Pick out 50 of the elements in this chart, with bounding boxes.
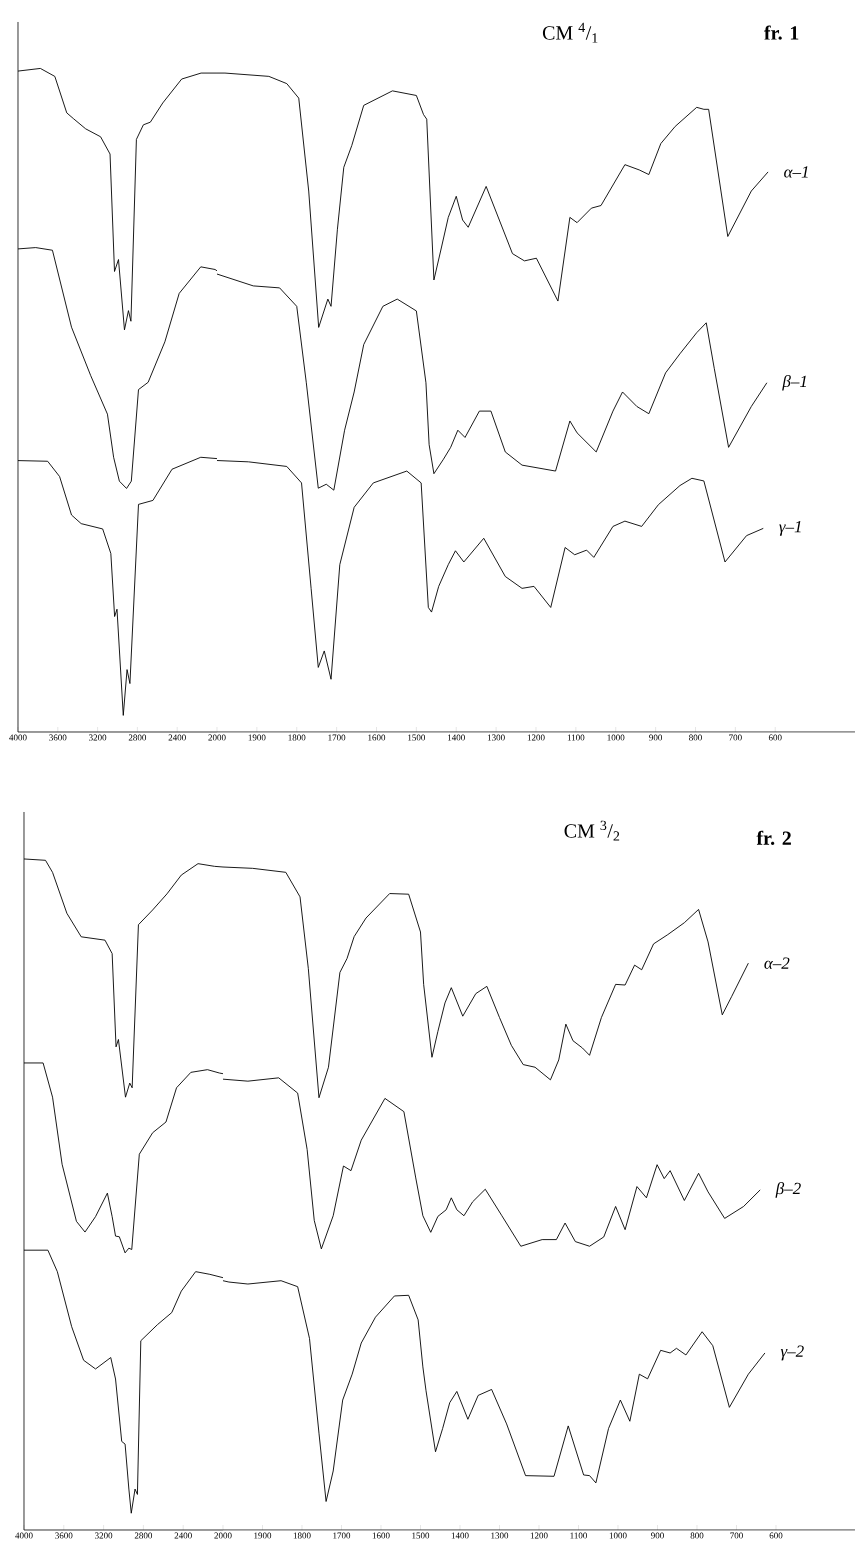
x-tick-label: 800 [690, 1532, 704, 1539]
series-label: β–1 [781, 374, 806, 391]
x-tick-label: 1900 [254, 1532, 271, 1539]
x-tick-label: 1800 [293, 1532, 311, 1539]
x-tick-label: 2000 [208, 734, 226, 741]
series-label: α–1 [783, 166, 808, 178]
x-tick-label: 900 [650, 1532, 664, 1539]
x-tick-label: 600 [769, 1532, 783, 1539]
x-tick-label: 1300 [491, 1532, 508, 1539]
x-tick-label: 1000 [609, 1532, 627, 1539]
x-tick-label: 2800 [128, 734, 146, 741]
x-tick-label: 1700 [333, 1532, 350, 1539]
x-tick-label: 1100 [567, 734, 585, 741]
x-tick-label: 2400 [174, 1532, 192, 1539]
x-tick-label: 1300 [487, 734, 505, 741]
x-tick-label: 1000 [607, 734, 625, 741]
x-tick-label: 3600 [55, 1532, 73, 1539]
series-label: β–2 [775, 1182, 801, 1198]
series-label: γ–1 [778, 520, 801, 536]
x-tick-label: 1600 [368, 734, 385, 741]
x-tick-label: 2400 [168, 734, 186, 741]
chart-subtitle: fr. 1 [763, 25, 799, 40]
x-tick-label: 4000 [14, 1532, 33, 1539]
x-tick-label: 1500 [412, 1532, 429, 1539]
x-tick-label: 3200 [94, 1532, 113, 1539]
x-tick-label: 700 [729, 734, 742, 741]
x-tick-label: 800 [688, 734, 702, 741]
x-tick-label: 1800 [288, 734, 306, 741]
series-label: α–2 [764, 957, 790, 969]
x-tick-label: 4000 [8, 734, 27, 741]
x-tick-label: 1700 [328, 734, 346, 741]
x-tick-label: 1400 [451, 1532, 469, 1539]
x-tick-label: 1100 [570, 1532, 587, 1539]
x-tick-label: 3200 [88, 734, 107, 741]
chart-subtitle: fr. 2 [756, 830, 791, 846]
x-tick-label: 1600 [372, 1532, 390, 1539]
chart-title: CM $^{4}$/$_{1}$ [542, 22, 598, 43]
x-tick-label: 2800 [134, 1532, 152, 1539]
x-tick-label: 2000 [214, 1532, 232, 1539]
chart-title: CM $^{3}$/$_{2}$ [564, 820, 619, 841]
x-tick-label: 1900 [248, 734, 266, 741]
x-tick-label: 600 [768, 734, 782, 741]
x-tick-label: 1400 [447, 734, 465, 741]
series-label: γ–2 [780, 1345, 804, 1361]
x-tick-label: 1200 [527, 734, 545, 741]
x-tick-label: 3600 [49, 734, 67, 741]
x-tick-label: 700 [730, 1532, 743, 1539]
x-tick-label: 1200 [530, 1532, 548, 1539]
x-tick-label: 1500 [407, 734, 425, 741]
x-tick-label: 900 [648, 734, 662, 741]
